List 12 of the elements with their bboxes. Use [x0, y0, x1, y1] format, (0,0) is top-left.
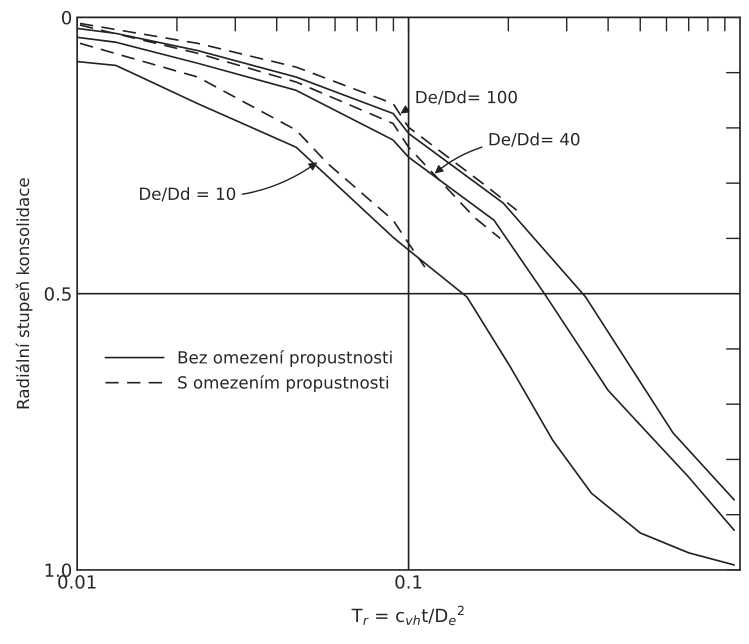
annotation: De/Dd = 10	[140, 187, 236, 202]
x-axis-title: T$_{r}$ = c$_{vh}$t/D$_{e}$$^{2}$	[352, 606, 464, 626]
y-tick-label: 0	[62, 10, 72, 25]
annotation: De/Dd= 40	[490, 132, 580, 147]
y-tick-label: 0.5	[44, 287, 71, 301]
x-tick-label: 0.01	[58, 575, 96, 589]
legend-label: Bez omezení propustnosti	[178, 350, 392, 367]
y-axis-title: Radiální stupeň konsolidace	[16, 178, 32, 408]
y-tick-label: 1.0	[46, 563, 72, 578]
legend-label: S omezením propustnosti	[178, 375, 388, 392]
x-tick-label: 0.1	[395, 575, 422, 589]
annotation: De/Dd= 100	[416, 90, 517, 105]
